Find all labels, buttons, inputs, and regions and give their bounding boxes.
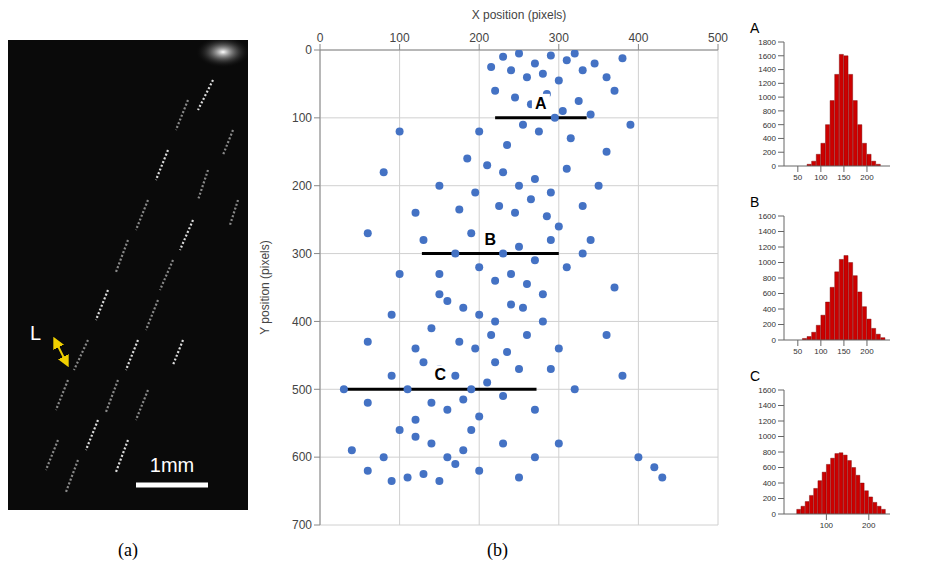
svg-text:200: 200 [860,173,874,182]
svg-text:150: 150 [837,173,851,182]
svg-text:50: 50 [793,173,802,182]
svg-text:500: 500 [708,31,728,45]
svg-text:1600: 1600 [758,52,776,61]
svg-text:1mm: 1mm [150,454,194,476]
svg-text:0: 0 [772,510,777,519]
svg-text:600: 600 [292,450,312,464]
svg-text:100: 100 [814,173,828,182]
svg-text:400: 400 [292,315,312,329]
svg-text:L: L [30,322,41,344]
svg-text:1400: 1400 [758,401,776,410]
svg-text:300: 300 [549,31,569,45]
svg-text:700: 700 [292,518,312,532]
svg-text:1000: 1000 [758,93,776,102]
svg-text:1200: 1200 [758,417,776,426]
svg-text:1200: 1200 [758,243,776,252]
svg-text:0: 0 [772,162,777,171]
svg-text:1000: 1000 [758,432,776,441]
svg-text:400: 400 [763,134,777,143]
svg-text:800: 800 [763,448,777,457]
svg-text:0: 0 [772,336,777,345]
svg-text:600: 600 [763,289,777,298]
svg-text:300: 300 [292,247,312,261]
svg-text:0: 0 [305,43,312,57]
svg-text:800: 800 [763,107,777,116]
svg-text:1600: 1600 [758,386,776,395]
svg-text:Y position (pixels): Y position (pixels) [258,240,272,335]
svg-text:200: 200 [763,320,777,329]
svg-text:500: 500 [292,383,312,397]
html-text:C: C [750,368,761,384]
svg-text:100: 100 [814,347,828,356]
svg-text:200: 200 [763,148,777,157]
svg-text:1600: 1600 [758,212,776,221]
svg-text:200: 200 [862,521,876,530]
svg-text:B: B [485,231,497,248]
svg-text:400: 400 [628,31,648,45]
svg-text:200: 200 [763,494,777,503]
svg-text:600: 600 [763,121,777,130]
svg-text:50: 50 [793,347,802,356]
svg-text:150: 150 [837,347,851,356]
svg-text:400: 400 [763,305,777,314]
html-text:(b): (b) [487,540,508,560]
svg-text:0: 0 [317,31,324,45]
svg-text:100: 100 [390,31,410,45]
html-text:B: B [750,194,760,210]
svg-text:1200: 1200 [758,79,776,88]
svg-text:200: 200 [860,347,874,356]
html-text:A: A [750,20,760,36]
svg-text:1400: 1400 [758,65,776,74]
svg-text:1800: 1800 [758,38,776,47]
svg-text:100: 100 [820,521,834,530]
svg-text:100: 100 [292,111,312,125]
svg-text:1400: 1400 [758,227,776,236]
svg-text:400: 400 [763,479,777,488]
svg-text:A: A [535,95,547,112]
svg-text:800: 800 [763,274,777,283]
svg-text:600: 600 [763,463,777,472]
svg-text:X position (pixels): X position (pixels) [472,8,567,22]
svg-text:200: 200 [469,31,489,45]
svg-text:C: C [434,366,446,383]
svg-text:1000: 1000 [758,258,776,267]
html-text:(a): (a) [118,540,138,560]
svg-text:200: 200 [292,179,312,193]
